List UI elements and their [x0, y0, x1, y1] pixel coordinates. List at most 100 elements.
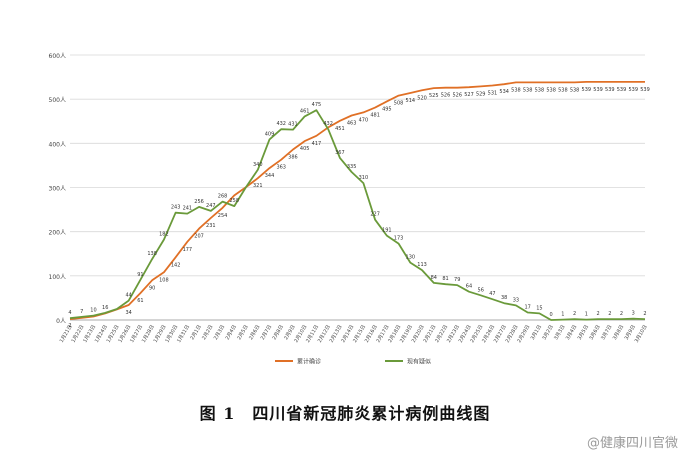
data-label: 526	[452, 93, 462, 99]
data-label: 495	[382, 106, 392, 112]
data-label: 432	[323, 121, 333, 127]
data-label: 531	[488, 90, 498, 96]
data-label: 38	[501, 295, 507, 301]
data-label: 539	[617, 87, 627, 93]
line-chart: 0人100人200人300人400人500人600人1月21日1月22日1月23…	[49, 53, 650, 366]
data-label: 520	[417, 95, 427, 101]
data-label: 539	[582, 87, 592, 93]
watermark: @健康四川官微	[586, 436, 678, 451]
data-label: 344	[265, 173, 275, 179]
data-label: 256	[194, 199, 204, 205]
data-label: 173	[394, 236, 404, 242]
data-label: 409	[265, 131, 275, 137]
data-label: 538	[570, 87, 580, 93]
data-label: 529	[476, 91, 486, 97]
series-line	[69, 81, 645, 320]
data-label: 247	[206, 203, 216, 209]
data-label: 470	[359, 117, 369, 123]
data-label: 508	[394, 101, 404, 107]
data-label: 514	[406, 98, 416, 104]
data-label: 335	[347, 164, 357, 170]
data-label: 431	[288, 122, 298, 128]
data-label: 16	[102, 305, 108, 311]
data-label: 258	[230, 198, 240, 204]
data-label: 17	[524, 304, 530, 310]
data-label: 79	[454, 277, 460, 283]
data-label: 44	[125, 293, 131, 299]
data-label: 386	[288, 155, 298, 161]
data-label: 534	[499, 89, 509, 95]
y-tick-label: 400人	[49, 141, 66, 148]
data-label: 64	[466, 284, 472, 290]
data-label: 461	[300, 108, 310, 114]
data-label: 7	[80, 309, 83, 315]
data-label: 539	[628, 87, 638, 93]
y-tick-label: 300人	[49, 186, 66, 193]
data-label: 90	[149, 285, 155, 291]
legend-label: 累计确诊	[297, 358, 321, 366]
data-label: 2	[68, 323, 71, 329]
series-line	[69, 109, 646, 321]
data-label: 138	[147, 251, 157, 257]
data-label: 463	[347, 121, 357, 127]
data-label: 10	[90, 308, 96, 314]
data-label: 538	[558, 87, 568, 93]
data-label: 113	[417, 262, 427, 268]
data-label: 130	[406, 255, 416, 261]
data-label: 405	[300, 146, 310, 152]
data-label: 91	[137, 272, 143, 278]
data-label: 3	[632, 311, 635, 317]
data-label: 268	[218, 194, 228, 200]
y-tick-label: 100人	[49, 274, 66, 281]
data-label: 2	[573, 311, 576, 317]
data-label: 527	[464, 92, 474, 98]
data-label: 142	[171, 262, 181, 268]
data-label: 2	[608, 311, 611, 317]
y-tick-label: 200人	[49, 230, 66, 237]
data-label: 227	[370, 212, 380, 218]
data-label: 61	[137, 298, 143, 304]
data-label: 254	[218, 213, 228, 219]
data-label: 47	[489, 291, 495, 297]
data-label: 84	[431, 275, 437, 281]
data-label: 526	[441, 93, 451, 99]
data-label: 451	[335, 126, 345, 132]
data-label: 321	[253, 183, 263, 189]
data-label: 177	[183, 247, 193, 253]
data-label: 108	[159, 277, 169, 283]
data-label: 363	[276, 165, 286, 171]
data-label: 538	[535, 87, 545, 93]
data-label: 81	[442, 276, 448, 282]
data-label: 432	[276, 121, 286, 127]
data-label: 243	[171, 205, 181, 211]
data-label: 525	[429, 93, 439, 99]
y-tick-label: 600人	[49, 53, 66, 60]
data-label: 182	[159, 232, 169, 238]
data-label: 231	[206, 223, 216, 229]
data-label: 538	[511, 87, 521, 93]
data-label: 15	[536, 305, 542, 311]
data-label: 417	[312, 141, 322, 147]
data-label: 241	[183, 206, 193, 212]
legend-label: 现有疑似	[407, 358, 431, 366]
data-label: 2	[596, 311, 599, 317]
figure-caption: 图 1 四川省新冠肺炎累计病例曲线图	[199, 404, 491, 423]
data-label: 367	[335, 150, 345, 156]
data-label: 207	[194, 234, 204, 240]
data-label: 2	[643, 311, 646, 317]
data-label: 1	[585, 312, 588, 318]
data-label: 33	[513, 297, 519, 303]
data-label: 191	[382, 228, 392, 234]
data-label: 539	[593, 87, 603, 93]
data-label: 475	[312, 102, 322, 108]
data-label: 481	[370, 113, 380, 119]
data-label: 539	[640, 87, 650, 93]
data-label: 538	[523, 87, 533, 93]
data-label: 310	[359, 175, 369, 181]
y-tick-label: 0人	[56, 318, 66, 325]
y-tick-label: 500人	[49, 97, 66, 104]
data-label: 340	[253, 162, 263, 168]
data-label: 539	[605, 87, 615, 93]
data-label: 4	[68, 310, 71, 316]
data-label: 538	[546, 87, 556, 93]
